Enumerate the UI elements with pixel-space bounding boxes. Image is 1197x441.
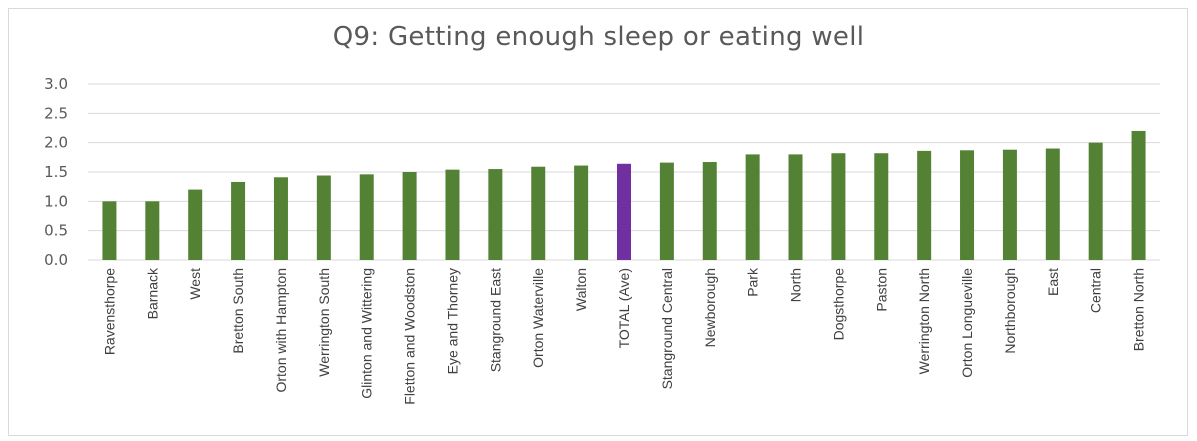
x-tick-label: West: [187, 268, 203, 300]
x-tick-label: Orton Longueville: [959, 268, 975, 378]
chart-title: Q9: Getting enough sleep or eating well: [332, 22, 865, 52]
x-tick-label: Bretton North: [1131, 268, 1147, 351]
bar-werrington-north: [917, 150, 932, 260]
bar-total-ave: [617, 163, 631, 260]
x-tick-label: North: [788, 268, 804, 302]
x-tick-label: Paston: [873, 268, 889, 312]
x-tick-label: Eye and Thorney: [444, 268, 460, 374]
x-tick-label: Walton: [573, 268, 589, 311]
x-tick-label: Orton with Hampton: [273, 268, 289, 393]
y-tick-label: 0.5: [44, 222, 68, 240]
bar-orton-with-hampton: [273, 177, 288, 260]
x-tick-label: East: [1045, 268, 1061, 296]
y-tick-label: 2.0: [44, 134, 68, 152]
bar-central: [1088, 142, 1103, 260]
chart-frame: [8, 8, 1188, 436]
x-tick-label: Newborough: [702, 268, 718, 347]
x-tick-label: Werrington South: [316, 268, 332, 377]
x-tick-label: Orton Waterville: [530, 268, 546, 368]
x-tick-label: Ravensthorpe: [101, 268, 117, 355]
bar-bretton-north: [1131, 130, 1146, 260]
bar-eye-and-thorney: [445, 169, 460, 260]
x-tick-label: TOTAL (Ave): [616, 268, 632, 348]
x-tick-label: Barnack: [144, 267, 160, 319]
y-tick-label: 1.5: [44, 163, 68, 181]
x-tick-label: Werrington North: [916, 268, 932, 374]
bar-paston: [874, 153, 889, 260]
bar-north: [788, 154, 803, 260]
bar-glinton-and-wittering: [359, 174, 374, 260]
bar-werrington-south: [316, 175, 331, 260]
bar-newborough: [702, 162, 717, 260]
y-tick-label: 2.5: [44, 104, 68, 122]
y-tick-label: 0.0: [44, 251, 68, 269]
bar-fletton-and-woodston: [402, 172, 417, 260]
y-tick-label: 1.0: [44, 192, 68, 210]
y-tick-label: 3.0: [44, 75, 68, 93]
bar-bretton-south: [231, 181, 246, 260]
x-tick-label: Central: [1088, 268, 1104, 313]
bar-northborough: [1002, 149, 1017, 260]
x-tick-label: Stanground Central: [659, 268, 675, 389]
x-tick-label: Dogsthorpe: [830, 268, 846, 341]
bars: [102, 130, 1146, 260]
x-tick-label: Northborough: [1002, 268, 1018, 354]
bar-ravensthorpe: [102, 201, 117, 260]
bar-west: [188, 189, 203, 260]
x-tick-label: Fletton and Woodston: [402, 268, 418, 405]
bar-walton: [574, 165, 589, 260]
bar-barnack: [145, 201, 160, 260]
bar-park: [745, 154, 760, 260]
x-tick-label: Park: [745, 267, 761, 297]
y-axis-ticks: 0.0 0.5 1.0 1.5 2.0 2.5 3.0: [44, 75, 68, 269]
x-tick-label: Glinton and Wittering: [359, 268, 375, 399]
x-tick-label: Stanground East: [487, 268, 503, 372]
bar-stanground-central: [659, 162, 674, 260]
bar-dogsthorpe: [831, 153, 846, 260]
bar-orton-longueville: [960, 150, 975, 260]
x-axis-ticks: Ravensthorpe Barnack West Bretton South Orto…: [101, 267, 1146, 405]
bar-orton-waterville: [531, 166, 546, 260]
bar-east: [1045, 148, 1060, 260]
x-tick-label: Bretton South: [230, 268, 246, 354]
bar-stanground-east: [488, 169, 503, 260]
